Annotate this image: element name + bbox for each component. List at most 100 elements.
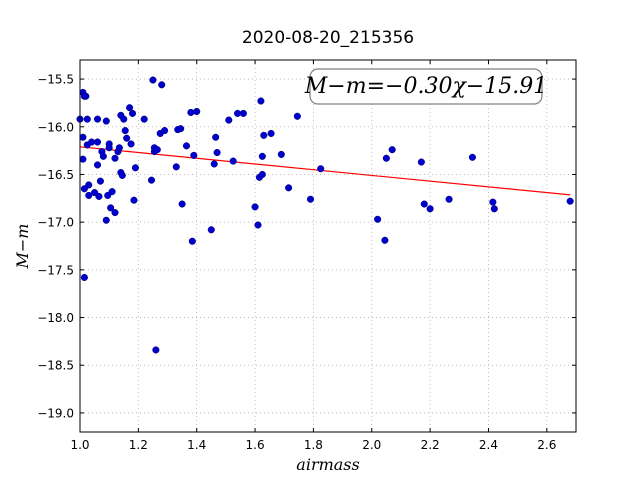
data-point: [285, 184, 293, 192]
x-tick-label: 2.6: [537, 438, 556, 452]
y-tick-label: −16.5: [37, 168, 74, 182]
data-point: [178, 200, 186, 208]
data-point: [445, 195, 453, 203]
y-tick-label: −16.0: [37, 120, 74, 134]
data-point: [161, 127, 169, 135]
data-points: [76, 76, 574, 354]
data-point: [489, 198, 497, 206]
fit-annotation: M−m=−0.30χ−15.91: [304, 68, 547, 105]
data-point: [267, 129, 275, 137]
data-point: [80, 273, 88, 282]
data-point: [93, 138, 102, 146]
data-point: [258, 170, 266, 179]
data-point: [95, 192, 103, 200]
x-tick-label: 1.0: [70, 438, 89, 452]
data-point: [257, 97, 265, 105]
x-tick-label: 1.6: [246, 438, 265, 452]
data-point: [468, 153, 476, 161]
data-point: [79, 133, 87, 141]
data-point: [306, 195, 315, 203]
data-point: [388, 146, 396, 154]
data-point: [82, 92, 90, 100]
data-point: [126, 104, 134, 112]
data-point: [121, 127, 129, 135]
y-tick-label: −17.5: [37, 263, 74, 277]
plot-frame: [79, 59, 577, 433]
data-point: [93, 115, 102, 123]
data-point: [566, 197, 574, 205]
annotation-box: [309, 68, 543, 105]
data-point: [374, 215, 382, 223]
x-tick-label: 1.2: [129, 438, 148, 452]
data-point: [207, 226, 215, 234]
data-point: [108, 188, 116, 196]
axis-ticks: 1.0 1.2 1.4 1.6 1.8 2.0 2.2 2.4 2.6 −15.5 −16.0 −16…: [37, 60, 576, 452]
data-point: [490, 205, 498, 213]
data-point: [123, 134, 131, 142]
data-point: [258, 152, 266, 160]
data-point: [254, 221, 262, 229]
data-point: [96, 177, 104, 185]
data-point: [213, 148, 221, 157]
y-tick-label: −17.0: [37, 216, 74, 230]
annotation-text: M−m=−0.30χ−15.91: [304, 74, 547, 99]
data-point: [172, 163, 180, 171]
data-point: [417, 158, 425, 166]
data-point: [93, 161, 102, 169]
data-point: [111, 209, 119, 217]
data-point: [102, 117, 110, 125]
data-point: [120, 115, 128, 123]
data-point: [111, 154, 119, 162]
data-point: [260, 131, 268, 139]
data-point: [277, 150, 285, 158]
y-tick-label: −18.0: [37, 311, 74, 325]
data-point: [152, 346, 160, 354]
data-point: [79, 155, 87, 163]
data-point: [85, 191, 93, 199]
x-axis-label: airmass: [296, 455, 359, 474]
x-tick-label: 2.4: [479, 438, 498, 452]
y-tick-label: −18.5: [37, 359, 74, 373]
y-tick-label: −15.5: [37, 73, 74, 87]
data-point: [293, 112, 301, 120]
y-tick-label: −19.0: [37, 406, 74, 420]
fit-line: [79, 146, 571, 196]
data-point: [382, 154, 390, 162]
data-point: [115, 144, 123, 152]
data-point: [212, 133, 220, 141]
data-point: [131, 164, 139, 172]
data-point: [317, 165, 325, 173]
data-point: [105, 144, 113, 152]
y-axis-label: M−m: [13, 224, 32, 270]
chart-title: 2020-08-20_215356: [242, 28, 414, 48]
x-tick-label: 1.8: [304, 438, 323, 452]
fit-line-group: [79, 146, 571, 196]
data-point: [190, 151, 198, 159]
data-point: [99, 152, 107, 160]
x-tick-label: 2.0: [362, 438, 381, 452]
data-point: [426, 205, 434, 213]
data-point: [128, 109, 137, 117]
data-point: [188, 237, 196, 245]
data-point: [193, 107, 201, 116]
data-point: [130, 196, 138, 204]
x-tick-label: 1.4: [187, 438, 206, 452]
data-point: [83, 115, 91, 123]
x-tick-label: 2.2: [421, 438, 440, 452]
data-point: [381, 236, 389, 244]
data-point: [153, 146, 161, 154]
data-point: [225, 116, 233, 124]
data-point: [149, 76, 157, 84]
data-point: [158, 81, 166, 89]
data-point: [102, 216, 110, 224]
data-point: [187, 108, 195, 117]
data-point: [107, 204, 115, 212]
data-point: [140, 115, 148, 123]
data-point: [239, 109, 247, 117]
data-point: [210, 160, 218, 168]
data-point: [147, 176, 156, 184]
data-point: [127, 140, 135, 148]
data-point: [229, 157, 237, 165]
data-point: [420, 200, 428, 208]
